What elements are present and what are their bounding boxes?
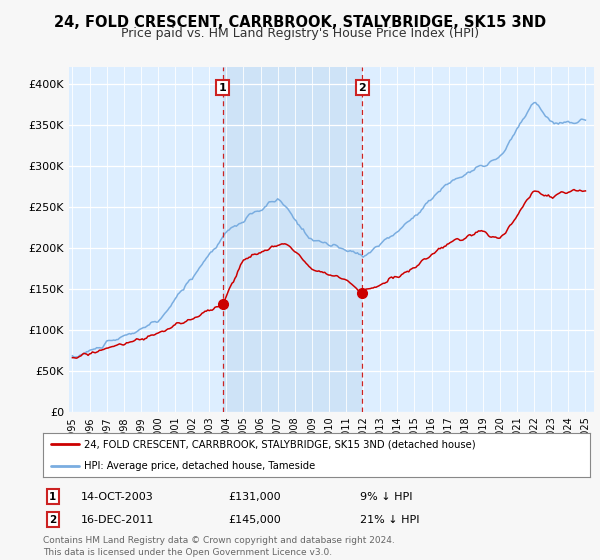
Text: 21% ↓ HPI: 21% ↓ HPI: [360, 515, 419, 525]
Text: Price paid vs. HM Land Registry's House Price Index (HPI): Price paid vs. HM Land Registry's House …: [121, 27, 479, 40]
Text: 16-DEC-2011: 16-DEC-2011: [81, 515, 154, 525]
Text: 1: 1: [49, 492, 56, 502]
Text: 9% ↓ HPI: 9% ↓ HPI: [360, 492, 413, 502]
Bar: [223, 67, 362, 412]
Text: 24, FOLD CRESCENT, CARRBROOK, STALYBRIDGE, SK15 3ND: 24, FOLD CRESCENT, CARRBROOK, STALYBRIDG…: [54, 15, 546, 30]
Text: 2: 2: [359, 83, 367, 93]
Text: 1: 1: [219, 83, 227, 93]
Text: £131,000: £131,000: [228, 492, 281, 502]
Text: 24, FOLD CRESCENT, CARRBROOK, STALYBRIDGE, SK15 3ND (detached house): 24, FOLD CRESCENT, CARRBROOK, STALYBRIDG…: [84, 440, 476, 449]
Text: £145,000: £145,000: [228, 515, 281, 525]
Text: 2: 2: [49, 515, 56, 525]
Text: Contains HM Land Registry data © Crown copyright and database right 2024.
This d: Contains HM Land Registry data © Crown c…: [43, 536, 395, 557]
Text: 14-OCT-2003: 14-OCT-2003: [81, 492, 154, 502]
Text: HPI: Average price, detached house, Tameside: HPI: Average price, detached house, Tame…: [84, 461, 316, 471]
